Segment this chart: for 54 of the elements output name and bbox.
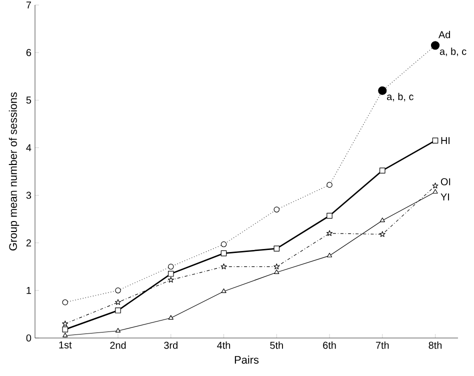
point <box>115 308 121 314</box>
point <box>274 206 280 212</box>
point <box>326 212 332 219</box>
point <box>221 288 226 293</box>
y-tick-label: 1 <box>26 286 31 294</box>
point <box>379 231 386 237</box>
point <box>379 168 386 174</box>
series-label: YI <box>440 194 449 200</box>
y-tick-label: 0 <box>26 334 32 342</box>
series-label: OI <box>440 178 450 186</box>
point <box>432 138 438 144</box>
point <box>115 288 121 294</box>
point <box>62 320 68 326</box>
point <box>432 182 438 188</box>
point <box>220 241 227 248</box>
x-tick-label: 8th <box>428 342 442 349</box>
annotation: a, b, c <box>387 92 414 102</box>
point <box>432 189 438 194</box>
series-label: HI <box>441 137 450 144</box>
x-tick-label: 4th <box>217 342 230 349</box>
x-tick-label: 5th <box>270 342 283 349</box>
point <box>274 269 280 274</box>
y-tick-label: 7 <box>26 2 31 8</box>
point <box>168 276 174 283</box>
point <box>62 326 68 332</box>
point <box>220 250 227 256</box>
point <box>326 230 333 236</box>
point <box>274 263 280 270</box>
point <box>220 263 227 270</box>
point <box>62 332 68 338</box>
y-tick-label: 6 <box>26 49 32 56</box>
point <box>326 182 332 188</box>
y-tick-label: 3 <box>26 192 32 199</box>
y-tick-label: 4 <box>26 144 32 152</box>
y-tick-label: 5 <box>26 96 32 104</box>
point <box>274 246 280 252</box>
point <box>62 299 68 306</box>
x-tick-label: 2nd <box>110 342 126 349</box>
point <box>168 264 174 270</box>
x-tick-label: 3rd <box>164 342 178 349</box>
point <box>115 328 121 332</box>
point <box>168 270 174 277</box>
annotation: a, b, c <box>440 48 466 56</box>
x-tick-label: 6th <box>323 342 336 349</box>
x-tick-label: 1st <box>59 342 72 348</box>
point <box>168 315 174 320</box>
x-axis-title: Pairs <box>234 356 259 364</box>
point <box>326 252 332 258</box>
x-tick-label: 7th <box>376 342 389 349</box>
y-axis-title: Group mean number of sessions <box>8 92 20 250</box>
series-label: Ad <box>438 30 450 38</box>
point <box>380 218 385 222</box>
point <box>114 299 122 305</box>
y-tick-label: 2 <box>26 239 31 246</box>
